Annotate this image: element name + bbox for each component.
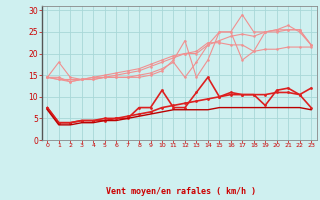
Text: Vent moyen/en rafales ( km/h ): Vent moyen/en rafales ( km/h ) [106,187,256,196]
